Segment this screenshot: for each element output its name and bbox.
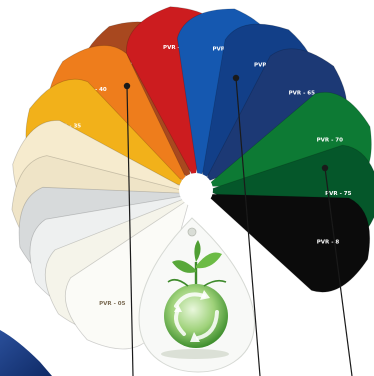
fan-pivot-hub [179, 173, 213, 207]
swatch-label: PVR - 50 [163, 45, 189, 51]
pointer-red-line [235, 77, 261, 376]
front-tag [138, 217, 255, 373]
swatch-blade [209, 193, 371, 293]
pointer-red-dot [232, 74, 240, 82]
swatch-label: PVR - 05 [99, 301, 125, 307]
pointer-blue-dot [321, 164, 329, 172]
swatch-label: PVR - 75 [325, 191, 351, 197]
pointer-yellow-line [126, 85, 134, 376]
pointer-blue-line [324, 167, 353, 376]
pointer-yellow-dot [123, 82, 131, 90]
swatch-label: PVR - 8 [317, 239, 340, 245]
pointer-lines [123, 74, 353, 376]
swatch-pvr-80: PVR - 8 [209, 193, 371, 293]
recycle-globe-icon [161, 240, 229, 359]
background-corner [0, 330, 52, 376]
swatch-label: PVR - 70 [317, 137, 343, 143]
swatch-label: PVR - 65 [289, 91, 315, 97]
